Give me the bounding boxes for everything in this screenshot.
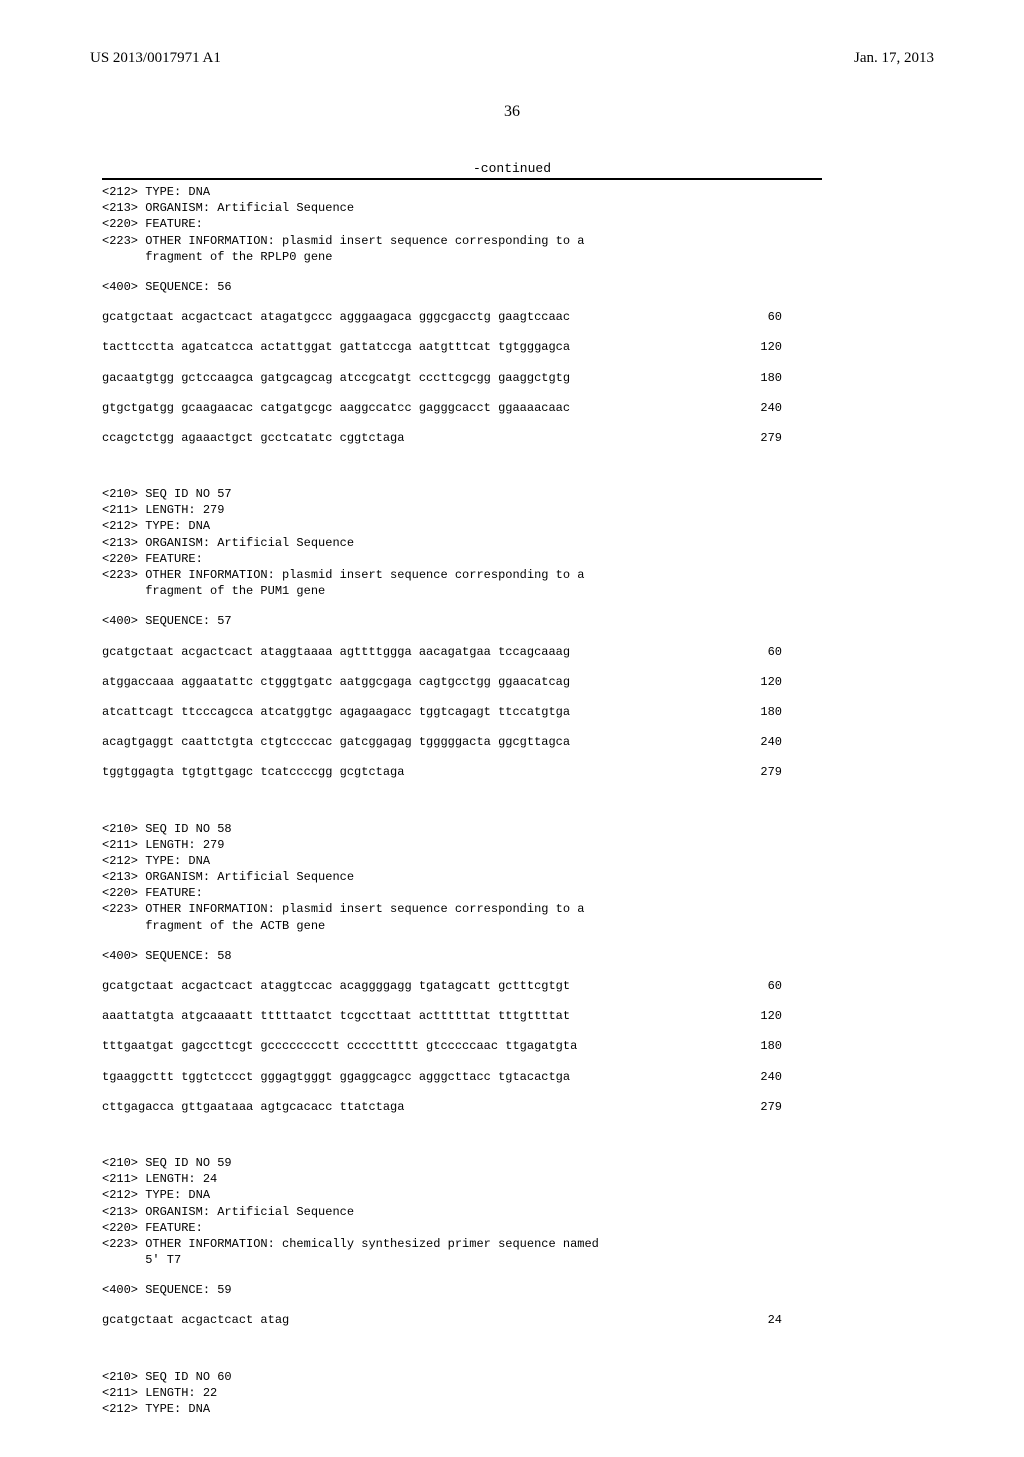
sequence-text: gtgctgatgg gcaagaacac catgatgcgc aaggcca… (102, 400, 570, 416)
publication-number: US 2013/0017971 A1 (90, 50, 221, 67)
sequence-position: 60 (768, 978, 822, 994)
sequence-text: tacttcctta agatcatcca actattggat gattatc… (102, 339, 570, 355)
sequence-block: <210> SEQ ID NO 57<211> LENGTH: 279<212>… (102, 486, 934, 794)
sequence-meta-line: <210> SEQ ID NO 57 (102, 486, 934, 502)
page-header: US 2013/0017971 A1 Jan. 17, 2013 (90, 50, 934, 67)
sequence-row: gcatgctaat acgactcact ataggtccac acagggg… (102, 978, 822, 994)
sequence-meta-line: <211> LENGTH: 24 (102, 1171, 934, 1187)
sequence-meta-line: <213> ORGANISM: Artificial Sequence (102, 535, 934, 551)
sequence-text: atggaccaaa aggaatattc ctgggtgatc aatggcg… (102, 674, 570, 690)
sequence-position: 120 (760, 339, 822, 355)
sequence-meta-line: <223> OTHER INFORMATION: plasmid insert … (102, 901, 934, 917)
sequence-row: gtgctgatgg gcaagaacac catgatgcgc aaggcca… (102, 400, 822, 416)
sequence-block: <210> SEQ ID NO 59<211> LENGTH: 24<212> … (102, 1155, 934, 1343)
sequence-row: atcattcagt ttcccagcca atcatggtgc agagaag… (102, 704, 822, 720)
sequence-header: <400> SEQUENCE: 57 (102, 613, 934, 629)
sequence-block: <210> SEQ ID NO 58<211> LENGTH: 279<212>… (102, 821, 934, 1129)
sequence-row: cttgagacca gttgaataaa agtgcacacc ttatcta… (102, 1099, 822, 1115)
sequence-position: 240 (760, 400, 822, 416)
sequence-text: gacaatgtgg gctccaagca gatgcagcag atccgca… (102, 370, 570, 386)
sequence-position: 240 (760, 1069, 822, 1085)
sequence-meta-line: <210> SEQ ID NO 59 (102, 1155, 934, 1171)
sequence-position: 180 (760, 1038, 822, 1054)
sequence-position: 120 (760, 674, 822, 690)
sequence-block: <210> SEQ ID NO 60<211> LENGTH: 22<212> … (102, 1369, 934, 1418)
sequence-row: tgaaggcttt tggtctccct gggagtgggt ggaggca… (102, 1069, 822, 1085)
sequence-meta-line: fragment of the ACTB gene (102, 918, 934, 934)
sequence-position: 60 (768, 644, 822, 660)
sequence-text: tggtggagta tgtgttgagc tcatccccgg gcgtcta… (102, 764, 404, 780)
sequence-meta-line: <212> TYPE: DNA (102, 184, 934, 200)
continued-label: -continued (90, 161, 934, 176)
sequence-text: gcatgctaat acgactcact ataggtccac acagggg… (102, 978, 570, 994)
sequence-position: 279 (760, 1099, 822, 1115)
sequence-row: ccagctctgg agaaactgct gcctcatatc cggtcta… (102, 430, 822, 446)
sequence-row: atggaccaaa aggaatattc ctgggtgatc aatggcg… (102, 674, 822, 690)
sequence-meta-line: <212> TYPE: DNA (102, 1401, 934, 1417)
sequence-meta-line: <210> SEQ ID NO 60 (102, 1369, 934, 1385)
sequence-text: gcatgctaat acgactcact atag (102, 1312, 289, 1328)
sequence-meta-line: <220> FEATURE: (102, 551, 934, 567)
sequence-text: tttgaatgat gagccttcgt gcccccccctt ccccct… (102, 1038, 577, 1054)
sequence-meta-line: <223> OTHER INFORMATION: plasmid insert … (102, 233, 934, 249)
sequence-header: <400> SEQUENCE: 59 (102, 1282, 934, 1298)
sequence-meta-line: fragment of the PUM1 gene (102, 583, 934, 599)
sequence-meta-line: <212> TYPE: DNA (102, 853, 934, 869)
sequence-meta-line: <211> LENGTH: 279 (102, 502, 934, 518)
sequence-meta-line: <223> OTHER INFORMATION: plasmid insert … (102, 567, 934, 583)
sequence-text: ccagctctgg agaaactgct gcctcatatc cggtcta… (102, 430, 404, 446)
sequence-meta-line: <213> ORGANISM: Artificial Sequence (102, 869, 934, 885)
sequence-meta-line: <210> SEQ ID NO 58 (102, 821, 934, 837)
sequence-header: <400> SEQUENCE: 56 (102, 279, 934, 295)
sequence-position: 60 (768, 309, 822, 325)
sequence-position: 279 (760, 764, 822, 780)
sequence-position: 180 (760, 370, 822, 386)
sequence-row: acagtgaggt caattctgta ctgtccccac gatcgga… (102, 734, 822, 750)
sequence-meta-line: <211> LENGTH: 22 (102, 1385, 934, 1401)
sequence-meta-line: <220> FEATURE: (102, 216, 934, 232)
sequence-meta-line: <213> ORGANISM: Artificial Sequence (102, 1204, 934, 1220)
sequence-position: 24 (768, 1312, 822, 1328)
sequence-position: 279 (760, 430, 822, 446)
sequence-meta-line: <212> TYPE: DNA (102, 1187, 934, 1203)
sequence-text: aaattatgta atgcaaaatt tttttaatct tcgcctt… (102, 1008, 570, 1024)
sequence-row: gcatgctaat acgactcact atagatgccc agggaag… (102, 309, 822, 325)
sequence-meta-line: 5' T7 (102, 1252, 934, 1268)
sequence-meta-line: <223> OTHER INFORMATION: chemically synt… (102, 1236, 934, 1252)
sequence-text: cttgagacca gttgaataaa agtgcacacc ttatcta… (102, 1099, 404, 1115)
sequence-text: gcatgctaat acgactcact atagatgccc agggaag… (102, 309, 570, 325)
sequence-text: atcattcagt ttcccagcca atcatggtgc agagaag… (102, 704, 570, 720)
sequence-row: gcatgctaat acgactcact atag 24 (102, 1312, 822, 1328)
sequence-row: tacttcctta agatcatcca actattggat gattatc… (102, 339, 822, 355)
sequence-row: gcatgctaat acgactcact ataggtaaaa agttttg… (102, 644, 822, 660)
sequence-meta-line: <213> ORGANISM: Artificial Sequence (102, 200, 934, 216)
sequence-position: 240 (760, 734, 822, 750)
sequence-row: tggtggagta tgtgttgagc tcatccccgg gcgtcta… (102, 764, 822, 780)
sequence-text: gcatgctaat acgactcact ataggtaaaa agttttg… (102, 644, 570, 660)
sequence-header: <400> SEQUENCE: 58 (102, 948, 934, 964)
sequence-meta-line: <212> TYPE: DNA (102, 518, 934, 534)
sequence-block: <212> TYPE: DNA<213> ORGANISM: Artificia… (102, 184, 934, 460)
sequence-text: acagtgaggt caattctgta ctgtccccac gatcgga… (102, 734, 570, 750)
sequence-meta-line: <220> FEATURE: (102, 885, 934, 901)
page-number: 36 (90, 103, 934, 121)
sequence-meta-line: fragment of the RPLP0 gene (102, 249, 934, 265)
sequence-position: 180 (760, 704, 822, 720)
sequence-row: tttgaatgat gagccttcgt gcccccccctt ccccct… (102, 1038, 822, 1054)
sequence-row: aaattatgta atgcaaaatt tttttaatct tcgcctt… (102, 1008, 822, 1024)
sequence-row: gacaatgtgg gctccaagca gatgcagcag atccgca… (102, 370, 822, 386)
sequence-meta-line: <220> FEATURE: (102, 1220, 934, 1236)
sequence-listing: <212> TYPE: DNA<213> ORGANISM: Artificia… (90, 184, 934, 1417)
publication-date: Jan. 17, 2013 (854, 50, 934, 67)
sequence-position: 120 (760, 1008, 822, 1024)
sequence-text: tgaaggcttt tggtctccct gggagtgggt ggaggca… (102, 1069, 570, 1085)
divider (102, 178, 822, 180)
sequence-meta-line: <211> LENGTH: 279 (102, 837, 934, 853)
